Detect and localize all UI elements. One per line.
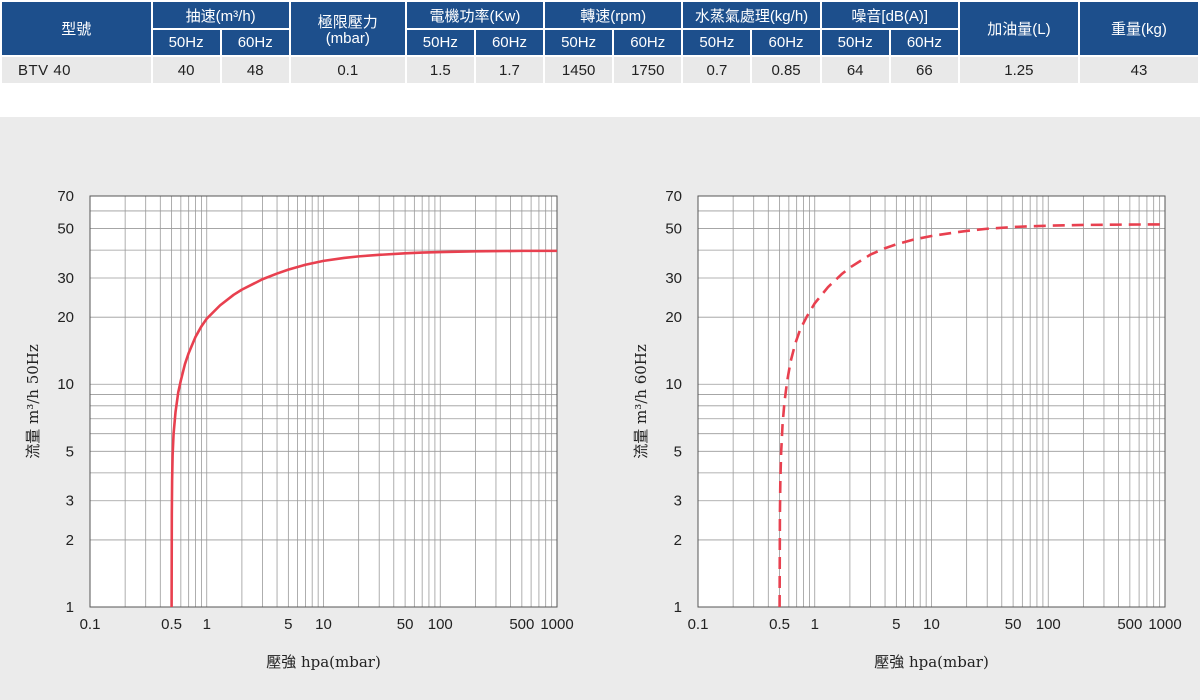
header-power-50hz: 50Hz [406,30,474,55]
header-oil: 加油量(L) [959,2,1078,55]
chart-1-y-tick-label: 10 [57,376,74,393]
chart-2-x-tick-label: 500 [1117,616,1142,633]
chart-1-x-tick-label: 0.5 [161,616,182,633]
chart-2-y-tick-label: 50 [665,221,682,238]
spec-table: 型號 抽速(m³/h) 極限壓力 (mbar) 電機功率(Kw) 轉速(rpm)… [0,0,1200,85]
chart-1-x-tick-label: 1000 [540,616,573,633]
cell-noise-60hz: 66 [890,57,958,83]
chart-2-y-tick-label: 5 [674,443,682,460]
chart-2-y-tick-label: 70 [665,188,682,205]
cell-pumping-60hz: 48 [221,57,289,83]
header-vapor-50hz: 50Hz [683,30,751,55]
chart-1-y-tick-label: 1 [66,599,74,616]
header-noise-60hz: 60Hz [890,30,958,55]
chart-1-x-tick-label: 1 [203,616,211,633]
cell-power-50hz: 1.5 [406,57,474,83]
header-ultimate-pressure-unit: (mbar) [325,29,370,47]
chart-2-x-tick-label: 0.5 [769,616,790,633]
cell-pumping-50hz: 40 [152,57,220,83]
header-speed: 轉速(rpm) [545,2,682,28]
header-vapor-60hz: 60Hz [752,30,820,55]
chart-1-x-tick-label: 50 [397,616,414,633]
chart-1-y-tick-label: 30 [57,270,74,287]
table-row: BTV 40 40 48 0.1 1.5 1.7 1450 1750 0.7 0… [2,57,1198,83]
chart-1-x-tick-label: 5 [284,616,292,633]
chart-1-x-axis-title: 壓強 hpa(mbar) [266,653,381,671]
chart-2-x-tick-label: 1 [811,616,819,633]
chart-2-y-tick-label: 2 [674,532,682,549]
cell-model: BTV 40 [2,57,151,83]
chart-1-y-axis-title: 流量 m³/h 50Hz [24,344,42,459]
chart-2-y-tick-label: 20 [665,309,682,326]
chart-1-y-tick-label: 5 [66,443,74,460]
chart-1-x-tick-label: 0.1 [80,616,101,633]
cell-vapor-60hz: 0.85 [752,57,820,83]
charts-svg: 0.1 0.5 1 5 10 50 100 500 1000 1 2 3 5 10 20 30 50 70 壓強 h… [24,188,1182,671]
header-pumping-speed: 抽速(m³/h) [152,2,289,28]
header-ultimate-pressure-label: 極限壓力 [317,13,378,31]
chart-1-y-tick-label: 3 [66,493,74,510]
cell-vapor-50hz: 0.7 [683,57,751,83]
header-pumping-50hz: 50Hz [152,30,220,55]
cell-rpm-50hz: 1450 [545,57,613,83]
chart-1-x-tick-label: 500 [509,616,534,633]
chart-2-x-axis-title: 壓強 hpa(mbar) [874,653,989,671]
chart-2-y-tick-label: 30 [665,270,682,287]
chart-1-x-tick-label: 100 [428,616,453,633]
chart-1-y-tick-label: 50 [57,221,74,238]
chart-1-y-tick-label: 70 [57,188,74,205]
header-ultimate-pressure: 極限壓力 (mbar) [290,2,405,55]
chart-1-frame [89,195,558,608]
header-model: 型號 [2,2,151,55]
chart-2-y-tick-label: 1 [674,599,682,616]
chart-2-x-tick-label: 1000 [1148,616,1181,633]
cell-noise-50hz: 64 [821,57,889,83]
chart-2-x-tick-label: 10 [923,616,940,633]
chart-1-y-tick-label: 20 [57,309,74,326]
header-noise-50hz: 50Hz [821,30,889,55]
header-weight: 重量(kg) [1079,2,1198,55]
cell-ultimate-pressure: 0.1 [290,57,405,83]
cell-rpm-60hz: 1750 [614,57,682,83]
chart-2-frame [697,195,1166,608]
header-power-60hz: 60Hz [475,30,544,55]
chart-2-y-axis-title: 流量 m³/h 60Hz [632,344,650,459]
cell-power-60hz: 1.7 [475,57,544,83]
header-rpm-60hz: 60Hz [614,30,682,55]
cell-oil: 1.25 [959,57,1078,83]
chart-1-series-line [170,249,557,608]
chart-2-x-tick-label: 50 [1005,616,1022,633]
chart-1-x-tick-label: 10 [315,616,332,633]
chart-1-y-tick-label: 2 [66,532,74,549]
chart-2-y-tick-label: 10 [665,376,682,393]
header-noise: 噪音[dB(A)] [821,2,958,28]
chart-2-x-tick-label: 5 [892,616,900,633]
chart-panel: 0.1 0.5 1 5 10 50 100 500 1000 1 2 3 5 10 20 30 50 70 壓強 h… [0,117,1200,700]
header-vapor: 水蒸氣處理(kg/h) [683,2,820,28]
cell-weight: 43 [1079,57,1198,83]
header-pumping-60hz: 60Hz [221,30,289,55]
chart-2-x-tick-label: 100 [1036,616,1061,633]
chart-2-series-line [778,223,1166,608]
header-rpm-50hz: 50Hz [545,30,613,55]
chart-2-x-tick-label: 0.1 [688,616,709,633]
chart-2-y-tick-label: 3 [674,493,682,510]
header-motor-power: 電機功率(Kw) [406,2,544,28]
